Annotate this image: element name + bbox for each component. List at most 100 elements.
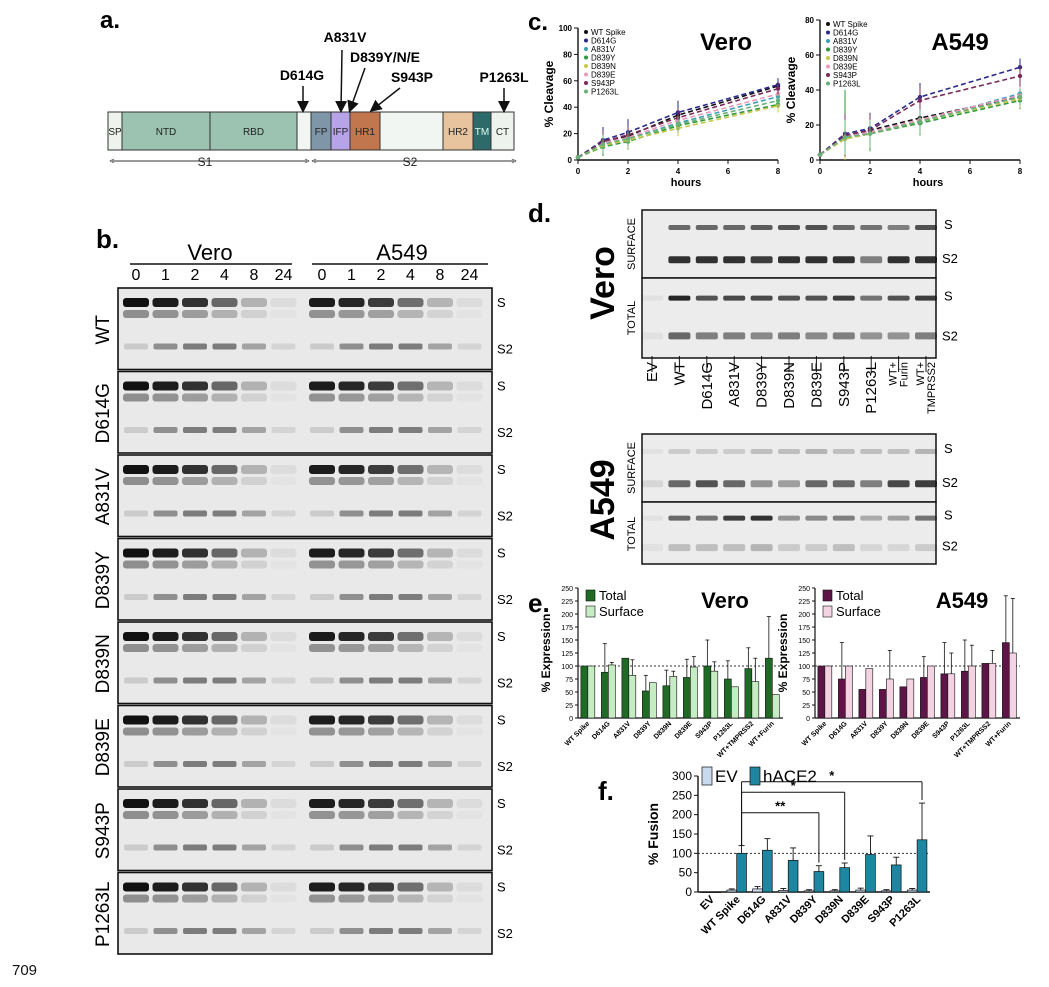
s-band-smear (182, 894, 208, 903)
s-band-smear (427, 560, 453, 569)
s-band (309, 632, 335, 641)
s-band (456, 632, 483, 641)
s2-band (271, 761, 296, 767)
s-band (397, 548, 424, 558)
s-band (338, 548, 365, 558)
s2-band (668, 332, 691, 340)
s2-band (860, 480, 883, 488)
bar (690, 666, 698, 719)
s-band (309, 381, 335, 391)
bar (881, 890, 892, 893)
y-tick-label: 40 (563, 103, 572, 112)
legend-label: Total (836, 588, 864, 603)
s2-band (183, 427, 207, 433)
series-line (819, 96, 1021, 156)
category-label: S943P (931, 720, 951, 740)
blot-row-a831v: S S2 A831V (93, 454, 513, 538)
y-tick-label: 0 (810, 156, 815, 165)
bar (899, 686, 908, 719)
s-band-smear (338, 560, 365, 569)
timepoint-label: 4 (220, 267, 229, 284)
s-band (309, 715, 335, 725)
y-tick-label: 250 (672, 788, 692, 802)
y-tick-label: 0 (685, 885, 692, 899)
blot-row-d614g: S S2 D614G (93, 370, 513, 454)
domain-gap (296, 111, 312, 151)
blot-background (119, 706, 491, 786)
y-tick-label: 80 (563, 50, 572, 59)
s-band (270, 799, 297, 808)
s2-band (805, 480, 828, 488)
x-tick-label: 6 (968, 167, 973, 176)
s2-band (832, 332, 855, 340)
s-band-smear (241, 727, 267, 736)
bar (829, 890, 841, 893)
s-band (397, 799, 424, 808)
y-tick-label: 125 (798, 651, 810, 658)
s-band (456, 799, 483, 808)
s-band-smear (338, 811, 365, 819)
blot-row-s943p: S S2 S943P (93, 788, 513, 872)
cell-line-vero: Vero (187, 240, 232, 265)
s-band (456, 715, 483, 725)
y-tick-label: 175 (561, 625, 573, 632)
s-band (397, 465, 424, 474)
s-band (211, 548, 238, 558)
s2-band (398, 677, 423, 684)
legend-label: EV (715, 767, 738, 786)
bar (772, 694, 780, 719)
s2-band (124, 510, 148, 517)
lane-label: EV (644, 362, 661, 382)
mutation-label: P1263L (479, 69, 528, 85)
s-band-smear (338, 393, 365, 402)
x-tick-label: 8 (1018, 167, 1023, 176)
s2-band (887, 480, 910, 488)
series-line (577, 99, 779, 159)
s-band-smear (397, 644, 424, 652)
s2-band (124, 594, 148, 600)
legend-marker (826, 64, 830, 69)
band-label-s: S (497, 713, 506, 728)
row-label-d839n: D839N (93, 634, 114, 693)
s-band (750, 448, 773, 454)
row-label-s943p: S943P (93, 802, 114, 859)
legend-label: D839N (833, 54, 858, 63)
bar (1009, 652, 1017, 719)
bar (968, 665, 976, 719)
line-number: 709 (12, 962, 38, 979)
domain-ntd (121, 111, 211, 151)
span-arrowhead: < (109, 156, 114, 166)
s2-band (124, 427, 148, 433)
s-band (211, 715, 238, 725)
s2-band (339, 343, 364, 350)
s-band (152, 298, 179, 307)
y-tick-label: 0 (568, 156, 573, 165)
s-band (397, 882, 424, 892)
s-band (123, 465, 149, 474)
s2-band (310, 510, 334, 517)
s-band (182, 548, 208, 558)
data-point (675, 122, 681, 127)
s2-band (242, 928, 266, 934)
bar (762, 849, 773, 893)
timepoint-label: 8 (436, 267, 445, 284)
s-band (152, 548, 179, 558)
s-band (887, 224, 910, 230)
s2-band (153, 427, 178, 433)
s2-band (428, 677, 452, 684)
s-band (805, 515, 828, 521)
s2-band (428, 761, 452, 767)
y-tick-label: 200 (798, 612, 810, 619)
s-band-smear (123, 727, 149, 736)
bar (879, 689, 887, 719)
s-band-smear (427, 644, 453, 652)
bar (988, 663, 997, 719)
y-axis-title: % Cleavage (784, 56, 798, 123)
y-tick-label: 100 (561, 664, 573, 671)
y-tick-label: 50 (565, 690, 573, 697)
s-band (723, 224, 746, 230)
s2-band (778, 332, 800, 340)
